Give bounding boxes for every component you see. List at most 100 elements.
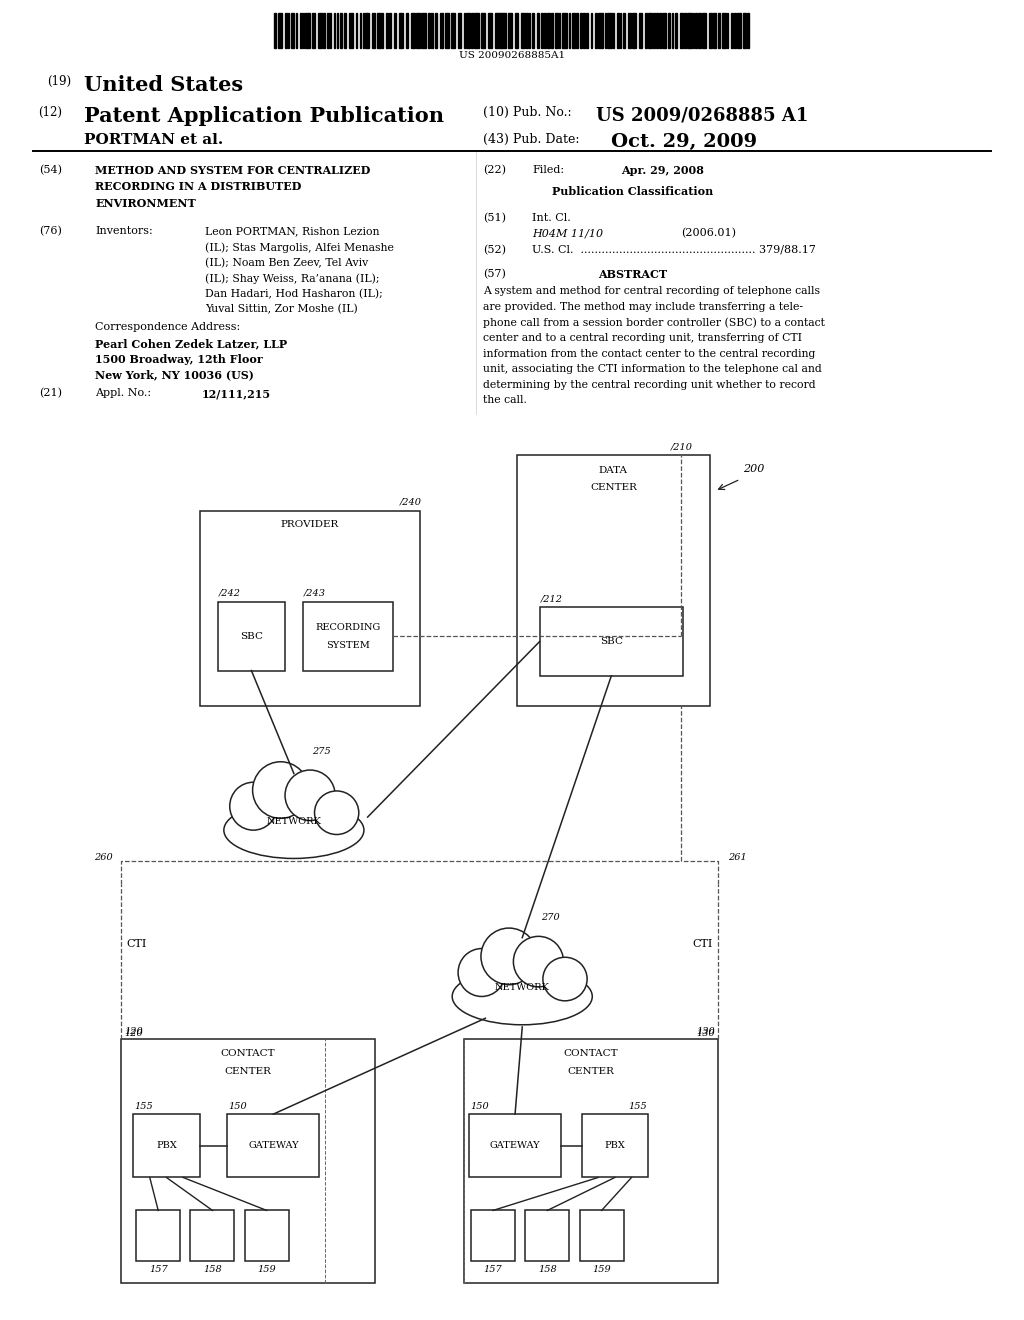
Ellipse shape	[458, 949, 505, 997]
FancyBboxPatch shape	[133, 1114, 200, 1177]
Text: 159: 159	[257, 1265, 276, 1274]
Bar	[645, 12, 647, 49]
Text: US 20090268885A1: US 20090268885A1	[459, 51, 565, 61]
Text: U.S. Cl.  .................................................. 379/88.17: U.S. Cl. ...............................…	[532, 244, 816, 255]
Text: Int. Cl.: Int. Cl.	[532, 213, 571, 223]
Bar	[285, 12, 287, 49]
Text: 275: 275	[312, 747, 331, 756]
Bar	[529, 12, 530, 49]
Text: 270: 270	[541, 913, 559, 923]
Bar	[555, 12, 558, 49]
Ellipse shape	[481, 928, 537, 985]
Text: NETWORK: NETWORK	[495, 983, 550, 991]
Bar	[422, 12, 426, 49]
FancyBboxPatch shape	[469, 1114, 561, 1177]
Bar	[411, 12, 415, 49]
Bar	[605, 12, 606, 49]
Text: RECORDING IN A DISTRIBUTED: RECORDING IN A DISTRIBUTED	[95, 181, 302, 193]
Bar	[278, 12, 282, 49]
Text: Inventors:: Inventors:	[95, 226, 153, 236]
Bar	[623, 12, 625, 49]
Bar	[701, 12, 707, 49]
Bar	[722, 12, 726, 49]
Bar	[496, 12, 497, 49]
Bar	[571, 12, 574, 49]
Bar	[382, 12, 384, 49]
Text: DATA: DATA	[599, 466, 628, 475]
Text: /242: /242	[219, 589, 241, 598]
Text: 261: 261	[728, 854, 746, 862]
Text: New York, NY 10036 (US): New York, NY 10036 (US)	[95, 370, 254, 380]
Bar	[698, 12, 700, 49]
Bar	[709, 12, 712, 49]
Bar	[521, 12, 525, 49]
Bar	[544, 12, 546, 49]
Text: GATEWAY: GATEWAY	[248, 1142, 299, 1150]
Bar	[300, 12, 302, 49]
Bar	[734, 12, 736, 49]
Bar	[340, 12, 342, 49]
Ellipse shape	[224, 801, 364, 858]
Text: 130: 130	[696, 1027, 715, 1036]
Text: Yuval Sittin, Zor Moshe (IL): Yuval Sittin, Zor Moshe (IL)	[205, 304, 357, 314]
Bar	[532, 12, 535, 49]
Text: (54): (54)	[39, 165, 61, 176]
Bar	[672, 12, 674, 49]
Text: Appl. No.:: Appl. No.:	[95, 388, 152, 399]
Bar	[551, 12, 553, 49]
Bar	[684, 12, 686, 49]
Bar	[330, 12, 331, 49]
Bar	[480, 12, 482, 49]
Bar	[718, 12, 720, 49]
Bar	[431, 12, 433, 49]
Bar	[526, 12, 528, 49]
Text: CONTACT: CONTACT	[220, 1049, 275, 1059]
FancyBboxPatch shape	[525, 1210, 569, 1261]
Bar	[451, 12, 455, 49]
Bar	[312, 12, 315, 49]
Bar	[748, 12, 750, 49]
Bar	[348, 12, 353, 49]
Bar	[632, 12, 636, 49]
Bar	[406, 12, 408, 49]
Text: 155: 155	[134, 1102, 153, 1111]
FancyBboxPatch shape	[136, 1210, 180, 1261]
Bar	[659, 12, 660, 49]
Bar	[547, 12, 550, 49]
Bar	[458, 12, 461, 49]
Bar	[377, 12, 381, 49]
Text: the call.: the call.	[483, 396, 527, 405]
FancyBboxPatch shape	[200, 511, 420, 706]
Bar	[386, 12, 388, 49]
Bar	[317, 12, 322, 49]
Bar	[445, 12, 449, 49]
Bar	[559, 12, 560, 49]
Bar	[328, 12, 329, 49]
Text: PROVIDER: PROVIDER	[281, 520, 339, 529]
Text: Filed:: Filed:	[532, 165, 564, 176]
Text: (IL); Noam Ben Zeev, Tel Aviv: (IL); Noam Ben Zeev, Tel Aviv	[205, 257, 368, 268]
Bar	[439, 12, 442, 49]
Bar	[498, 12, 502, 49]
Bar	[584, 12, 585, 49]
Text: CENTER: CENTER	[224, 1067, 271, 1076]
Text: 157: 157	[483, 1265, 503, 1274]
Text: (IL); Shay Weiss, Ra’anana (IL);: (IL); Shay Weiss, Ra’anana (IL);	[205, 273, 379, 284]
Text: 260: 260	[94, 854, 113, 862]
Bar	[483, 12, 485, 49]
Text: Leon PORTMAN, Rishon Lezion: Leon PORTMAN, Rishon Lezion	[205, 226, 379, 236]
Text: ABSTRACT: ABSTRACT	[598, 269, 668, 280]
Text: 150: 150	[228, 1102, 247, 1111]
Bar	[416, 12, 420, 49]
Text: (22): (22)	[483, 165, 506, 176]
Text: Publication Classification: Publication Classification	[552, 186, 714, 197]
Bar	[474, 12, 478, 49]
Bar	[274, 12, 276, 49]
Text: /210: /210	[671, 442, 692, 451]
FancyBboxPatch shape	[218, 602, 285, 671]
Text: Apr. 29, 2008: Apr. 29, 2008	[622, 165, 705, 176]
FancyBboxPatch shape	[464, 1039, 718, 1283]
Bar	[680, 12, 683, 49]
Bar	[687, 12, 691, 49]
Bar	[323, 12, 325, 49]
